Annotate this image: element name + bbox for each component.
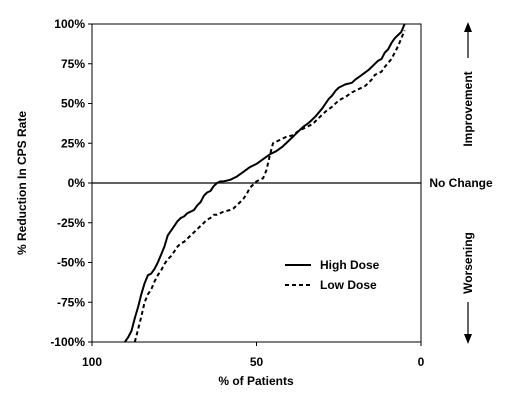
down-arrowhead-icon [464, 334, 472, 344]
y-tick-label: 75% [61, 57, 85, 71]
x-tick-label: 0 [418, 355, 425, 369]
no-change-label: No Change [429, 176, 493, 190]
legend-label-high-dose: High Dose [320, 258, 380, 272]
y-axis-title: % Reduction In CPS Rate [15, 111, 29, 255]
y-tick-label: 0% [68, 176, 86, 190]
improvement-label: Improvement [461, 71, 475, 146]
worsening-label: Worsening [461, 232, 475, 294]
y-axis: 100% 75% 50% 25% 0% -25% -50% -75% -100% [50, 17, 92, 349]
series-line-high-dose [124, 23, 406, 343]
improvement-annotation: Improvement [461, 22, 475, 147]
legend-label-low-dose: Low Dose [320, 278, 377, 292]
x-tick-label: 50 [250, 355, 264, 369]
series-line-low-dose [133, 30, 406, 343]
y-tick-label: 50% [61, 97, 85, 111]
y-tick-label: -25% [57, 216, 85, 230]
x-axis-title: % of Patients [218, 374, 294, 388]
y-tick-label: 25% [61, 136, 85, 150]
y-tick-label: 100% [54, 17, 85, 31]
y-tick-label: -50% [57, 256, 85, 270]
y-tick-label: -100% [50, 335, 85, 349]
y-tick-label: -75% [57, 295, 85, 309]
up-arrowhead-icon [464, 22, 472, 32]
worsening-annotation: Worsening [461, 232, 475, 344]
legend: High Dose Low Dose [285, 258, 380, 292]
x-axis: 100 50 0 [82, 342, 425, 369]
series-layer [124, 23, 406, 343]
x-tick-label: 100 [82, 355, 102, 369]
